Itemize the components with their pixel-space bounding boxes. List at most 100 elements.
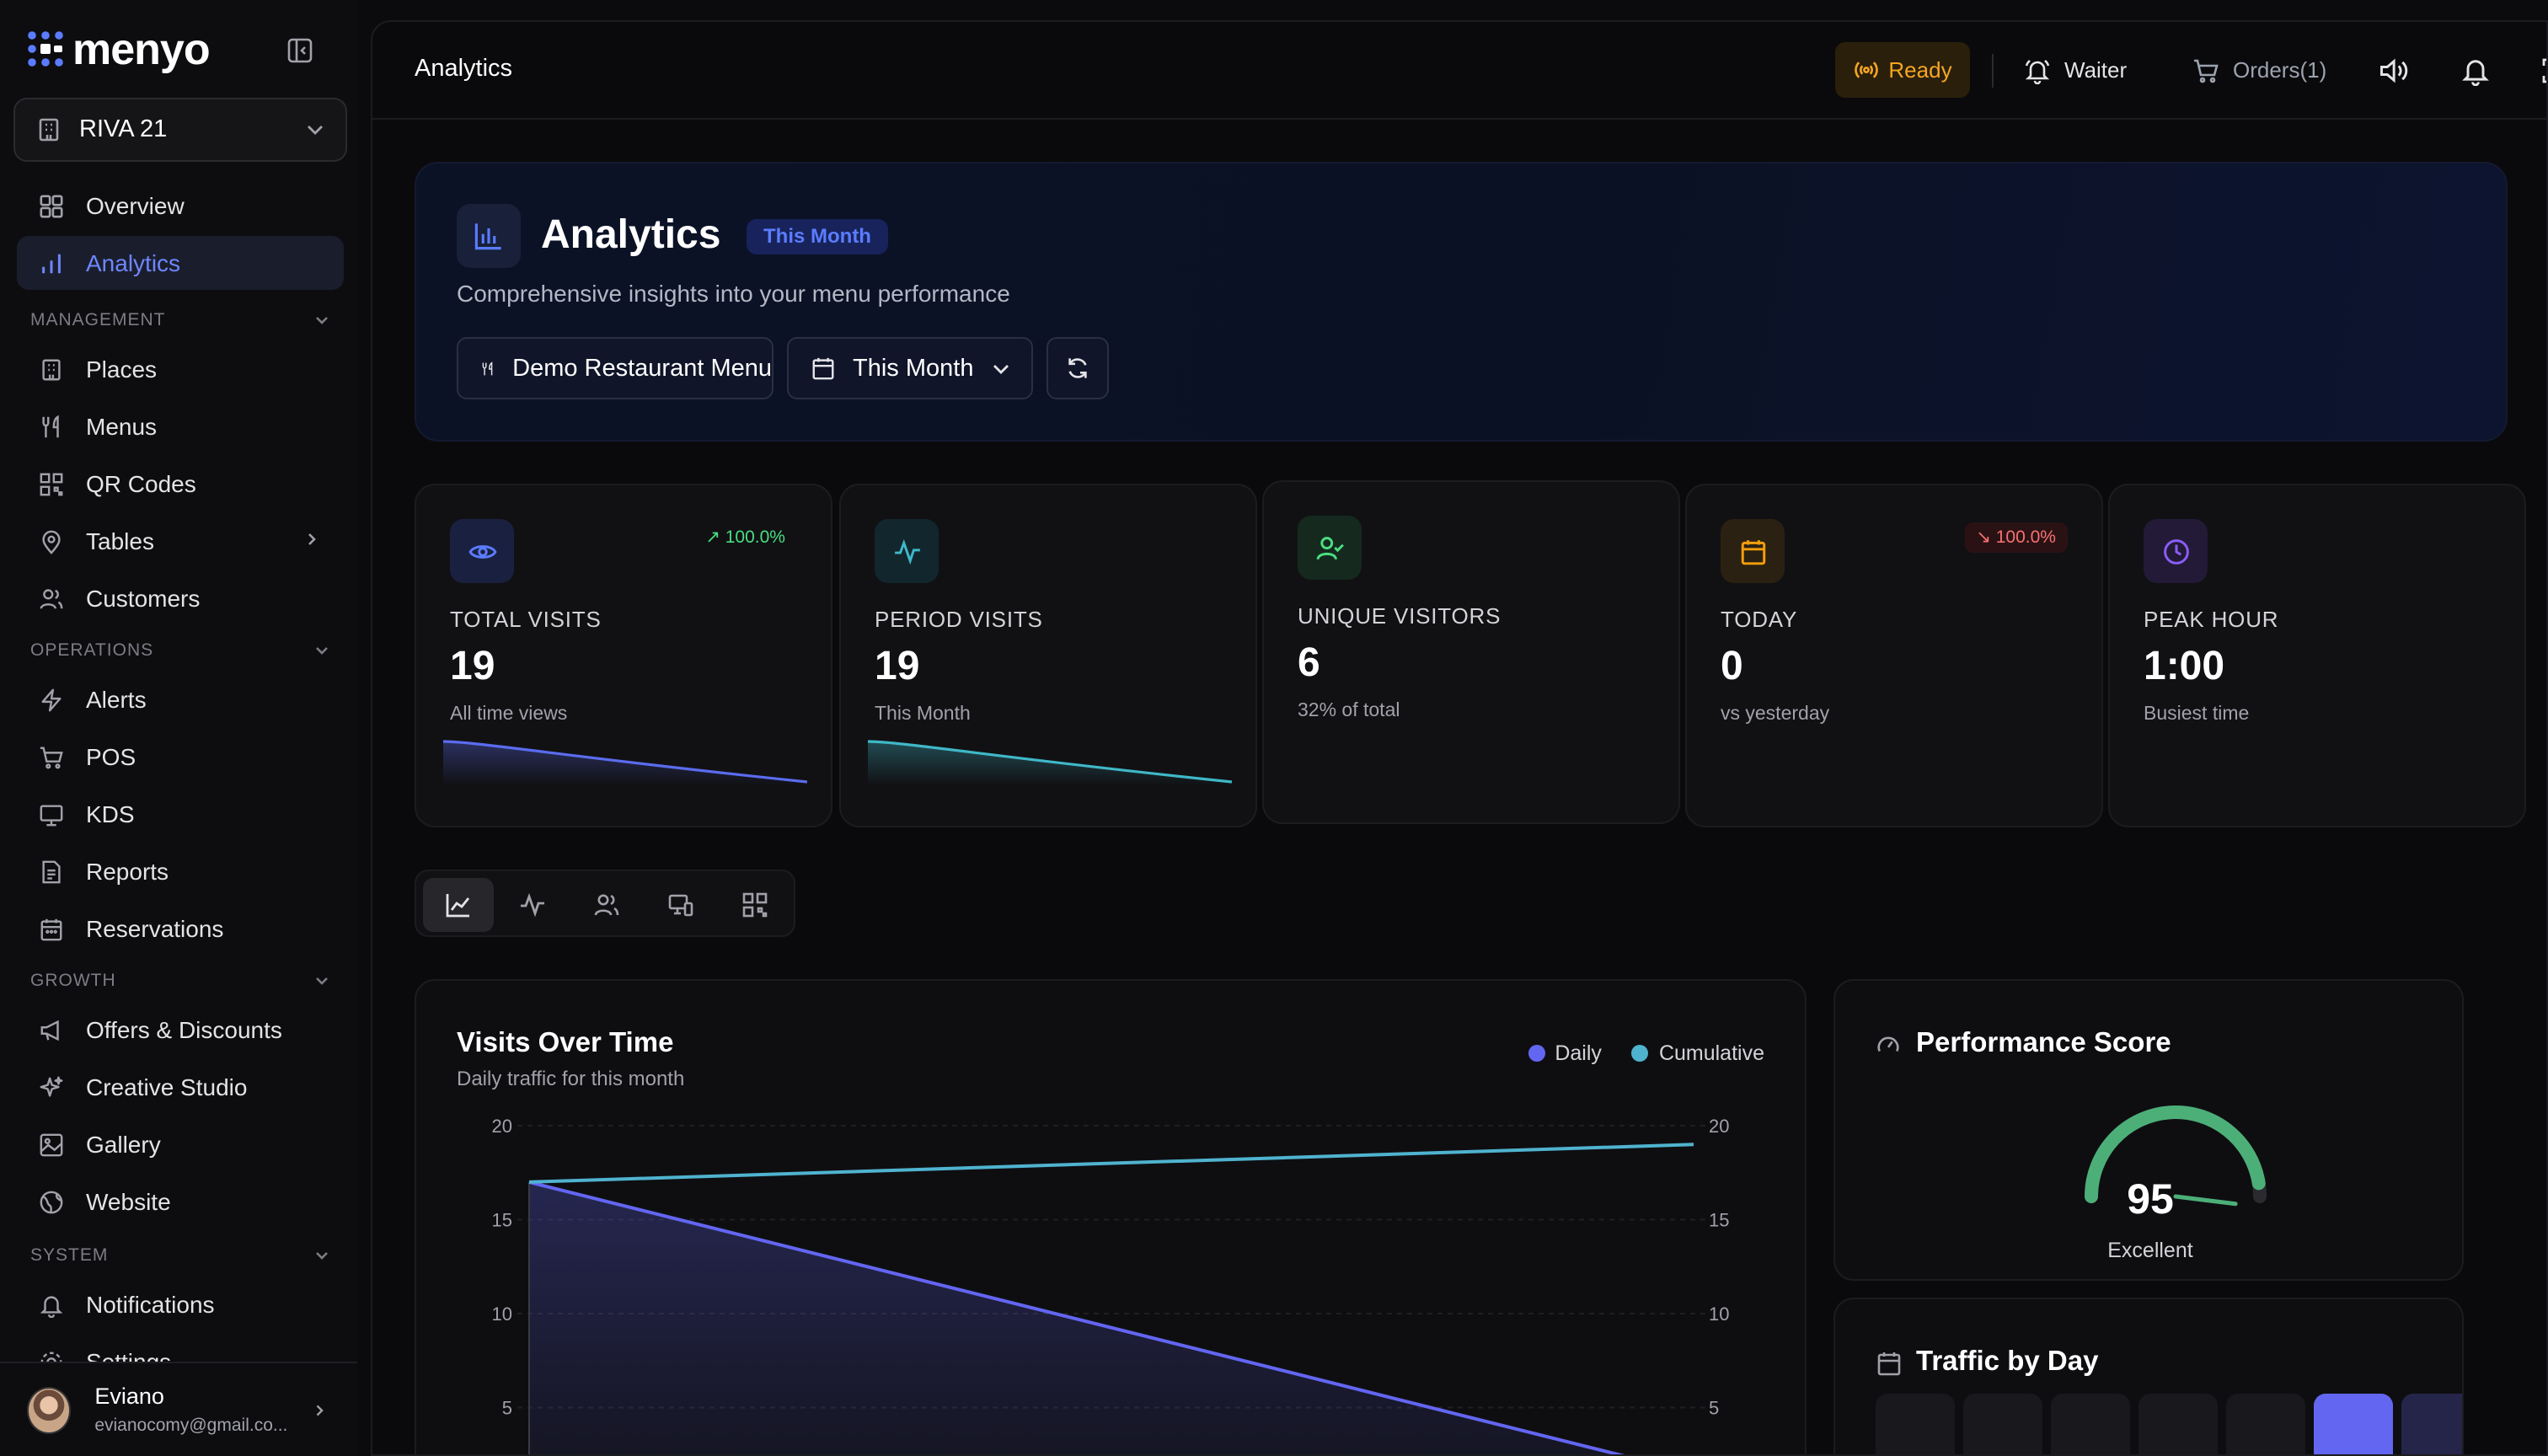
- orders-button[interactable]: Orders(1): [2192, 42, 2326, 98]
- ready-status-button[interactable]: Ready: [1835, 42, 1970, 98]
- sidebar-item-kds[interactable]: KDS: [17, 787, 344, 841]
- tab-visitors[interactable]: [571, 878, 642, 932]
- menu-select-value: Demo Restaurant Menu: [512, 355, 772, 382]
- place-selector[interactable]: RIVA 21: [13, 98, 347, 162]
- sparkline-total-visits: [443, 740, 807, 785]
- waiter-label: Waiter: [2064, 57, 2128, 83]
- sidebar-item-reservations[interactable]: Reservations: [17, 902, 344, 956]
- chart-legend: Daily Cumulative: [1528, 1041, 1764, 1065]
- stat-label: TODAY: [1721, 607, 1798, 632]
- tab-activity[interactable]: [497, 878, 568, 932]
- score-value: 95: [2127, 1176, 2174, 1223]
- section-operations[interactable]: OPERATIONS: [30, 640, 330, 661]
- section-title: MANAGEMENT: [30, 310, 166, 330]
- ready-label: Ready: [1888, 57, 1952, 83]
- user-profile[interactable]: Eviano evianocomy@gmail.co...: [0, 1362, 357, 1456]
- sidebar-item-notifications[interactable]: Notifications: [17, 1277, 344, 1331]
- fullscreen-icon[interactable]: [2541, 57, 2548, 84]
- sidebar: menyo RIVA 21 Overview Analytics MANAGEM…: [0, 0, 357, 1456]
- sidebar-item-label: Website: [86, 1188, 171, 1215]
- sidebar-item-creative-studio[interactable]: Creative Studio: [17, 1060, 344, 1114]
- volume-icon[interactable]: [2378, 56, 2408, 86]
- sidebar-item-reports[interactable]: Reports: [17, 844, 344, 898]
- sidebar-collapse-icon[interactable]: [286, 37, 313, 64]
- visits-chart: 20 20 15 15 10 10 5 5: [492, 1116, 1729, 1454]
- performance-score-card: Performance Score 95 Excellent: [1833, 979, 2464, 1281]
- chevron-down-icon: [316, 317, 328, 324]
- stat-card-total-visits: ↗ 100.0% TOTAL VISITS 19 All time views: [415, 484, 832, 827]
- brand-logo[interactable]: menyo: [27, 27, 211, 71]
- sidebar-item-pos[interactable]: POS: [17, 730, 344, 784]
- line-chart-icon: [446, 894, 470, 918]
- sidebar-item-analytics[interactable]: Analytics: [17, 236, 344, 290]
- sidebar-item-label: Tables: [86, 527, 154, 554]
- section-growth[interactable]: GROWTH: [30, 971, 330, 991]
- sidebar-item-qr-codes[interactable]: QR Codes: [17, 457, 344, 511]
- shopping-cart-icon: [2194, 58, 2219, 83]
- section-system[interactable]: SYSTEM: [30, 1245, 330, 1266]
- card-title: Visits Over Time: [457, 1028, 674, 1058]
- sidebar-item-label: POS: [86, 743, 136, 770]
- y-tick-right: 20: [1709, 1116, 1729, 1137]
- main-panel: Analytics Ready Waiter Orders(1) A: [371, 20, 2548, 1456]
- image-icon: [40, 1132, 63, 1156]
- analytics-tabs: [415, 870, 795, 937]
- day-cell[interactable]: [2401, 1394, 2462, 1454]
- eye-icon: [468, 544, 496, 558]
- tab-devices[interactable]: [645, 878, 716, 932]
- chevron-right-icon: [308, 533, 316, 545]
- orders-label: Orders(1): [2233, 57, 2327, 83]
- day-cell[interactable]: [2051, 1394, 2130, 1454]
- hero-subtitle: Comprehensive insights into your menu pe…: [457, 280, 1010, 307]
- bell-icon: [40, 1295, 63, 1317]
- bell-ring-icon: [2025, 58, 2050, 83]
- chevron-down-icon: [993, 364, 1009, 373]
- sidebar-item-label: Analytics: [86, 249, 181, 276]
- monitor-icon: [40, 804, 63, 826]
- sidebar-item-gallery[interactable]: Gallery: [17, 1117, 344, 1171]
- stat-icon-box: [2144, 519, 2208, 583]
- day-cell[interactable]: [2226, 1394, 2305, 1454]
- chevron-down-icon: [308, 126, 323, 135]
- menu-select[interactable]: Demo Restaurant Menu: [457, 337, 774, 399]
- bell-icon[interactable]: [2460, 56, 2491, 86]
- sidebar-item-places[interactable]: Places: [17, 342, 344, 396]
- day-cell[interactable]: [2138, 1394, 2218, 1454]
- globe-icon: [40, 1190, 63, 1213]
- sidebar-item-tables[interactable]: Tables: [17, 514, 344, 568]
- day-cell-peak[interactable]: [2314, 1394, 2393, 1454]
- calendar-icon: [40, 918, 62, 940]
- day-cell[interactable]: [1876, 1394, 1955, 1454]
- shopping-cart-icon: [40, 746, 63, 768]
- sidebar-item-overview[interactable]: Overview: [17, 179, 344, 233]
- stat-subtext: vs yesterday: [1721, 704, 1830, 725]
- tab-overview[interactable]: [423, 878, 494, 932]
- calendar-icon: [812, 357, 834, 380]
- sidebar-item-website[interactable]: Website: [17, 1175, 344, 1228]
- broadcast-icon: [1854, 62, 1878, 78]
- sidebar-item-label: Reservations: [86, 915, 224, 942]
- stat-subtext: 32% of total: [1298, 701, 1400, 721]
- waiter-button[interactable]: Waiter: [2024, 42, 2127, 98]
- sidebar-item-menus[interactable]: Menus: [17, 399, 344, 453]
- legend-item-daily[interactable]: Daily: [1528, 1041, 1602, 1065]
- legend-item-cumulative[interactable]: Cumulative: [1631, 1041, 1764, 1065]
- tab-qr-codes[interactable]: [720, 878, 790, 932]
- card-title: Traffic by Day: [1916, 1346, 2099, 1377]
- stat-value: 6: [1298, 640, 1320, 686]
- calendar-icon: [1877, 1352, 1901, 1376]
- day-cell[interactable]: [1963, 1394, 2042, 1454]
- sidebar-item-alerts[interactable]: Alerts: [17, 672, 344, 726]
- sidebar-item-label: Menus: [86, 413, 158, 440]
- stat-value: 19: [450, 644, 495, 689]
- refresh-button[interactable]: [1046, 337, 1109, 399]
- period-select-value: This Month: [853, 355, 974, 382]
- sidebar-item-label: Reports: [86, 858, 169, 885]
- sidebar-item-customers[interactable]: Customers: [17, 571, 344, 625]
- hero-icon-box: [457, 204, 521, 268]
- stat-icon-box: [875, 519, 939, 583]
- section-management[interactable]: MANAGEMENT: [30, 310, 330, 330]
- period-select[interactable]: This Month: [787, 337, 1033, 399]
- series-line-cumulative: [528, 1143, 1694, 1184]
- sidebar-item-offers[interactable]: Offers & Discounts: [17, 1003, 344, 1057]
